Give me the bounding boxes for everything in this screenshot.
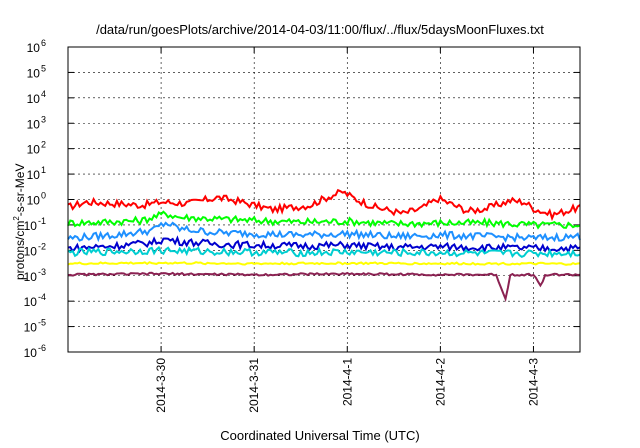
y-tick-label: 100 (27, 191, 46, 208)
x-tick-label: 2014-4-2 (433, 358, 447, 406)
y-tick-label: 103 (27, 114, 46, 131)
y-tick-label: 10-5 (24, 318, 46, 335)
y-tick-label: 105 (27, 63, 46, 80)
y-tick-label: 101 (27, 165, 46, 182)
series-line (67, 188, 581, 222)
series-line (67, 245, 581, 259)
y-axis-label-sup: 2 (12, 216, 21, 221)
series-line (67, 261, 581, 266)
x-tick-label: 2014-3-30 (154, 358, 168, 413)
y-tick-label: 10-6 (24, 343, 46, 360)
chart-title: /data/run/goesPlots/archive/2014-04-03/1… (96, 22, 544, 37)
x-tick-label: 2014-4-1 (340, 358, 354, 406)
y-axis-label-base: protons/cm (13, 220, 27, 280)
y-tick-label: 106 (27, 38, 46, 55)
y-axis-label-rest: -s-sr-MeV (13, 163, 27, 217)
x-tick-label: 2014-4-3 (526, 358, 540, 406)
series-line (67, 235, 581, 255)
x-axis-label: Coordinated Universal Time (UTC) (220, 428, 420, 443)
y-tick-label: 102 (27, 140, 46, 157)
plot-frame (67, 46, 581, 353)
series-line (67, 271, 581, 303)
x-tick-label: 2014-3-31 (247, 358, 261, 413)
series-line (67, 221, 581, 243)
y-tick-label: 10-4 (24, 292, 46, 309)
y-tick-label: 104 (27, 89, 46, 106)
series-line (67, 210, 581, 230)
